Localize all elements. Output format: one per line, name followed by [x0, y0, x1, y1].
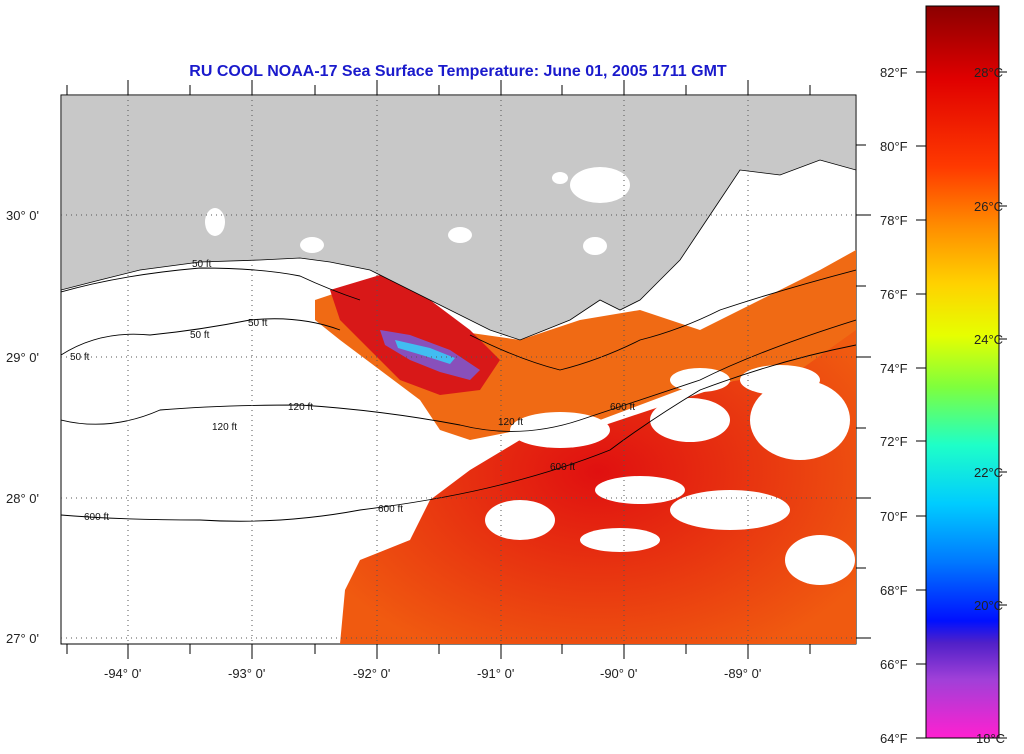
contour-label: 50 ft [192, 259, 212, 270]
tick-marks [66, 80, 871, 659]
sst-cyan-streak [395, 340, 455, 364]
lon-label-91: -91° 0' [477, 666, 514, 681]
contour-label: 50 ft [248, 318, 268, 329]
colorbar-c-20: 20°C [974, 598, 1003, 613]
colorbar-c-24: 24°C [974, 332, 1003, 347]
colorbar-f-64: 64°F [880, 731, 908, 746]
map-content [61, 95, 856, 644]
colorbar-f-76: 76°F [880, 287, 908, 302]
colorbar-c-18: 18°C [976, 731, 1005, 746]
colorbar-f-66: 66°F [880, 657, 908, 672]
lat-label-29: 29° 0' [6, 350, 39, 365]
contour-label: 600 ft [378, 504, 403, 515]
contour-label: 600 ft [84, 512, 109, 523]
colorbar [925, 5, 1000, 739]
lon-label-92: -92° 0' [353, 666, 390, 681]
contour-label: 600 ft [610, 402, 635, 413]
colorbar-c-22: 22°C [974, 465, 1003, 480]
lat-label-28: 28° 0' [6, 491, 39, 506]
contour-label: 50 ft [70, 352, 90, 363]
lat-label-27: 27° 0' [6, 631, 39, 646]
contour-label: 120 ft [212, 422, 237, 433]
land-mass [61, 95, 856, 341]
colorbar-f-74: 74°F [880, 361, 908, 376]
colorbar-c-28: 28°C [974, 65, 1003, 80]
inland-water [205, 167, 630, 255]
contour-label: 120 ft [288, 402, 313, 413]
colorbar-c-26: 26°C [974, 199, 1003, 214]
colorbar-f-70: 70°F [880, 509, 908, 524]
colorbar-f-80: 80°F [880, 139, 908, 154]
contour-label: 120 ft [498, 417, 523, 428]
colorbar-f-82: 82°F [880, 65, 908, 80]
sst-warm-water [340, 300, 856, 644]
colorbar-f-72: 72°F [880, 434, 908, 449]
lat-label-30: 30° 0' [6, 208, 39, 223]
lon-label-94: -94° 0' [104, 666, 141, 681]
colorbar-ticks [916, 71, 1007, 739]
map-title: RU COOL NOAA-17 Sea Surface Temperature:… [189, 63, 727, 80]
lon-label-89: -89° 0' [724, 666, 761, 681]
contour-label: 600 ft [550, 462, 575, 473]
contour-label: 50 ft [190, 330, 210, 341]
lon-label-93: -93° 0' [228, 666, 265, 681]
lon-label-90: -90° 0' [600, 666, 637, 681]
bathymetry-contours [61, 267, 856, 522]
colorbar-f-78: 78°F [880, 213, 908, 228]
colorbar-f-68: 68°F [880, 583, 908, 598]
